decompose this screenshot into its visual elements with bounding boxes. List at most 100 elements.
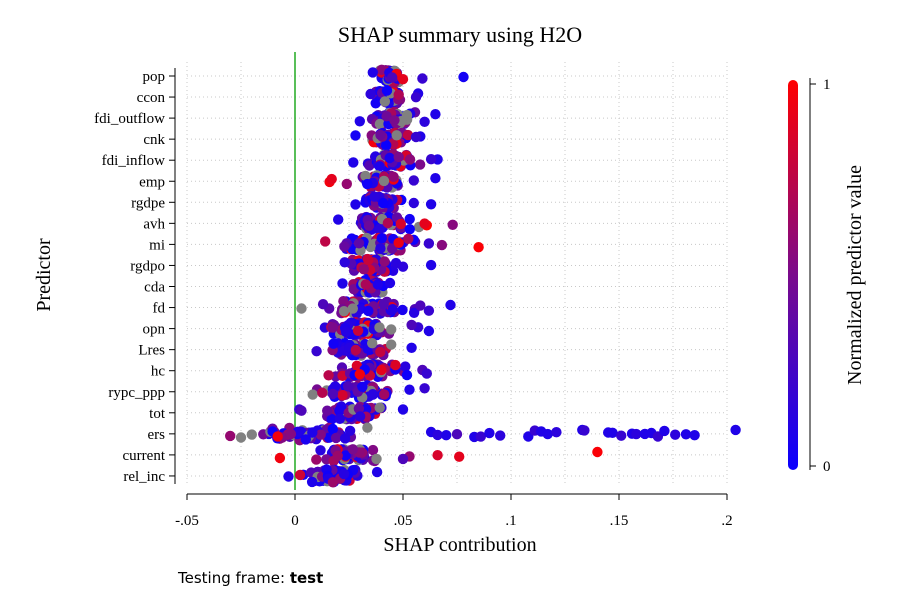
shap-point (616, 430, 627, 441)
shap-point (358, 264, 369, 275)
shap-point (404, 224, 415, 235)
shap-point (389, 115, 400, 126)
shap-point (341, 178, 352, 190)
shap-point (327, 423, 338, 435)
shap-point (378, 197, 389, 209)
shap-point (283, 471, 294, 482)
shap-point (432, 450, 443, 461)
shap-point (410, 131, 422, 143)
shap-point (397, 74, 409, 85)
shap-point (551, 427, 562, 438)
shap-point (423, 238, 435, 249)
shap-point (430, 109, 441, 120)
x-axis-label: SHAP contribution (383, 534, 536, 556)
shap-point (342, 381, 354, 392)
shap-point (360, 279, 371, 290)
shap-point (423, 325, 435, 337)
shap-point (322, 405, 333, 416)
shap-point (335, 404, 346, 415)
shap-point (348, 157, 359, 168)
shap-point (337, 390, 348, 401)
shap-point (344, 425, 356, 436)
shap-point (381, 111, 392, 122)
y-tick-label: hc (151, 364, 166, 380)
shap-point (334, 413, 346, 424)
testing-frame-note: Testing frame: test (178, 569, 323, 587)
shap-point (374, 161, 385, 172)
shap-point (360, 170, 371, 182)
shap-point (369, 191, 380, 202)
shap-point (337, 278, 348, 289)
shap-point (403, 233, 414, 244)
shap-point (315, 429, 326, 440)
shap-point (417, 73, 428, 84)
y-tick-label: cda (144, 280, 165, 296)
shap-point (397, 453, 409, 465)
shap-point (347, 444, 359, 455)
shap-point (315, 445, 326, 456)
shap-point (607, 427, 618, 438)
shap-point (307, 427, 318, 438)
shap-point (400, 361, 411, 372)
shap-point (376, 233, 387, 244)
shap-point (354, 369, 365, 380)
shap-point (592, 446, 603, 458)
shap-point (306, 476, 318, 488)
x-tick-label: -.05 (175, 513, 199, 529)
shap-point (473, 242, 484, 253)
shap-point (362, 178, 373, 190)
shap-point (307, 389, 318, 400)
shap-point (350, 344, 361, 356)
shap-point (414, 159, 426, 170)
y-tick-label: opn (143, 322, 166, 338)
shap-point (387, 304, 398, 315)
shap-point (350, 199, 361, 210)
shap-point (285, 428, 297, 440)
y-tick-label: mi (149, 237, 165, 253)
chart-title: SHAP summary using H2O (338, 22, 582, 47)
shap-point (363, 255, 374, 266)
shap-point (338, 306, 350, 317)
shap-point (296, 303, 307, 314)
shap-point (425, 259, 437, 271)
shap-point (425, 154, 437, 165)
shap-point (388, 171, 399, 182)
shap-point (378, 175, 390, 187)
shap-point (419, 116, 430, 128)
shap-point (338, 468, 350, 480)
shap-point (391, 130, 402, 141)
shap-point (294, 469, 306, 481)
colorbar-tick-label-1: 1 (823, 77, 831, 93)
y-axis-label: Predictor (33, 238, 55, 312)
shap-point (425, 199, 437, 210)
colorbar: 1 0 Normalized predictor value (788, 77, 866, 475)
shap-point (317, 387, 328, 398)
shap-point (384, 277, 396, 289)
shap-point (386, 324, 397, 335)
y-tick-label: ers (148, 427, 166, 443)
shap-point (363, 305, 374, 317)
shap-point (419, 218, 430, 229)
shap-point (408, 197, 419, 209)
shap-point (406, 319, 417, 331)
shap-point (408, 307, 420, 318)
y-tick-label: rgdpo (130, 258, 165, 274)
y-tick-label: ccon (137, 90, 166, 106)
shap-point (393, 151, 404, 163)
x-tick-label: .15 (610, 513, 629, 529)
shap-point (378, 298, 389, 310)
colorbar-tick-label-0: 0 (823, 459, 831, 475)
shap-point (375, 129, 386, 141)
shap-point (317, 299, 329, 310)
shap-point (495, 430, 506, 441)
shap-point (631, 428, 642, 440)
shap-point (354, 411, 366, 422)
shap-point (542, 428, 553, 440)
shap-point (375, 346, 386, 358)
shap-point (406, 342, 417, 353)
shap-point (326, 414, 337, 425)
shap-point (350, 130, 361, 141)
shap-point (327, 388, 339, 400)
